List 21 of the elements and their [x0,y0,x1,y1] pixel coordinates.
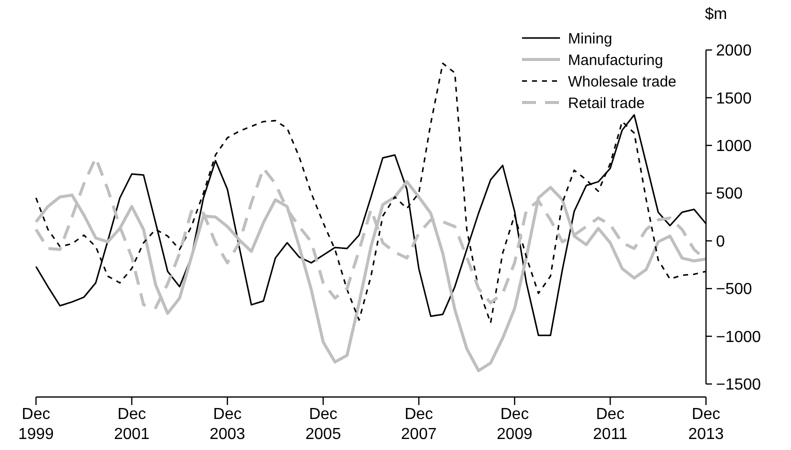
x-tick-label: Dec 1999 [18,406,54,443]
x-tick-label: Dec 2003 [210,406,246,443]
x-tick-label: Dec 2007 [401,406,437,443]
y-tick-label: 2000 [716,42,752,60]
x-tick-label: Dec 2013 [688,406,724,443]
y-tick-label: −500 [716,281,752,298]
legend-label: Wholesale trade [568,73,676,90]
legend-label: Manufacturing [568,52,664,69]
y-tick-label: −1500 [716,376,762,394]
y-tick-label: 500 [716,186,743,203]
y-tick-label: −1000 [716,328,762,346]
x-tick-label: Dec 2011 [593,406,628,443]
legend-label: Mining [568,30,612,48]
x-tick-label: Dec 2001 [114,406,150,443]
legend-label: Retail trade [568,94,645,112]
x-tick-label: Dec 2009 [496,406,532,443]
y-tick-label: 1000 [716,138,752,156]
y-tick-label: 1500 [716,90,752,108]
y-tick-label: 0 [716,233,725,250]
x-tick-label: Dec 2005 [305,406,342,443]
y-axis-title: $m [704,6,728,23]
